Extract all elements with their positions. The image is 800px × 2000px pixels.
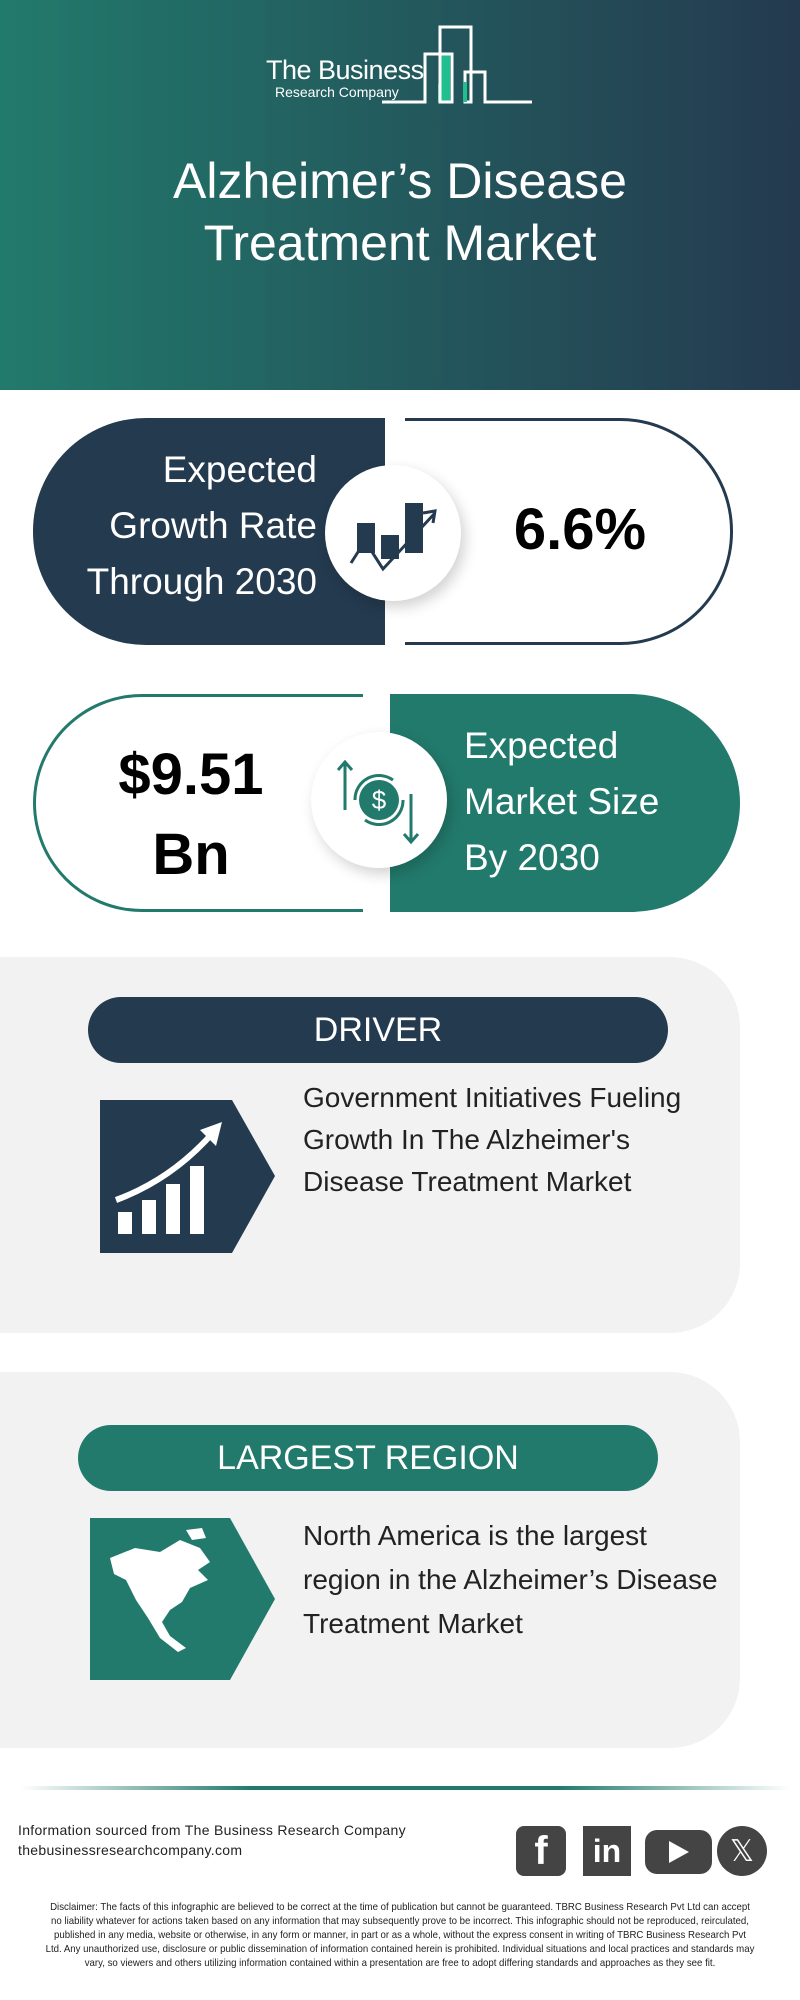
growth-value-panel: 6.6% <box>405 418 733 645</box>
website-link[interactable]: thebusinessresearchcompany.com <box>18 1842 243 1858</box>
disclaimer: Disclaimer: The facts of this infographi… <box>45 1901 755 1969</box>
market-value-panel: $9.51 Bn <box>33 694 363 912</box>
dollar-exchange-icon: $ <box>336 759 420 845</box>
svg-text:$: $ <box>372 785 387 815</box>
logo-line2: Research Company <box>275 84 399 100</box>
company-logo: The Business Research Company <box>0 0 800 120</box>
driver-heading: DRIVER <box>88 997 668 1063</box>
market-size-value: $9.51 Bn <box>56 735 326 895</box>
growth-label-line: Expected <box>162 449 317 490</box>
growth-chart-icon <box>349 503 437 572</box>
north-america-map-icon <box>90 1518 275 1680</box>
x-icon[interactable]: 𝕏 <box>717 1826 767 1876</box>
facebook-icon[interactable]: f <box>516 1826 566 1876</box>
market-value-line1: $9.51 <box>118 742 264 807</box>
youtube-icon[interactable] <box>645 1830 712 1874</box>
source-text: Information sourced from The Business Re… <box>18 1822 406 1838</box>
logo-line1: The Business <box>266 55 424 85</box>
linkedin-icon[interactable]: in <box>583 1826 631 1876</box>
driver-text: Government Initiatives Fueling Growth In… <box>303 1082 682 1197</box>
market-label-line: Market Size <box>464 781 660 822</box>
market-icon-circle: $ <box>311 732 447 868</box>
logo-buildings-icon <box>382 25 532 104</box>
header-banner: The Business Research Company Alzheimer’… <box>0 0 800 390</box>
title-line2: Treatment Market <box>203 215 597 271</box>
region-section: LARGEST REGION North America is the larg… <box>0 1372 740 1748</box>
region-text: North America is the largest region in t… <box>303 1520 718 1639</box>
divider <box>20 1786 790 1790</box>
region-heading: LARGEST REGION <box>78 1425 658 1491</box>
growth-icon-circle <box>325 465 461 601</box>
market-label-line: By 2030 <box>464 837 600 878</box>
growth-label-line: Growth Rate <box>109 505 317 546</box>
market-value-line2: Bn <box>152 822 230 887</box>
growth-label-line: Through 2030 <box>86 561 317 602</box>
rising-bar-chart-icon <box>100 1100 275 1253</box>
market-label-panel: Expected Market Size By 2030 <box>390 694 740 912</box>
growth-rate-value: 6.6% <box>513 497 647 562</box>
page-title: Alzheimer’s Disease Treatment Market <box>0 150 800 274</box>
driver-section: DRIVER Government Initiatives Fueling Gr… <box>0 957 740 1333</box>
market-label-line: Expected <box>464 725 619 766</box>
title-line1: Alzheimer’s Disease <box>173 153 627 209</box>
